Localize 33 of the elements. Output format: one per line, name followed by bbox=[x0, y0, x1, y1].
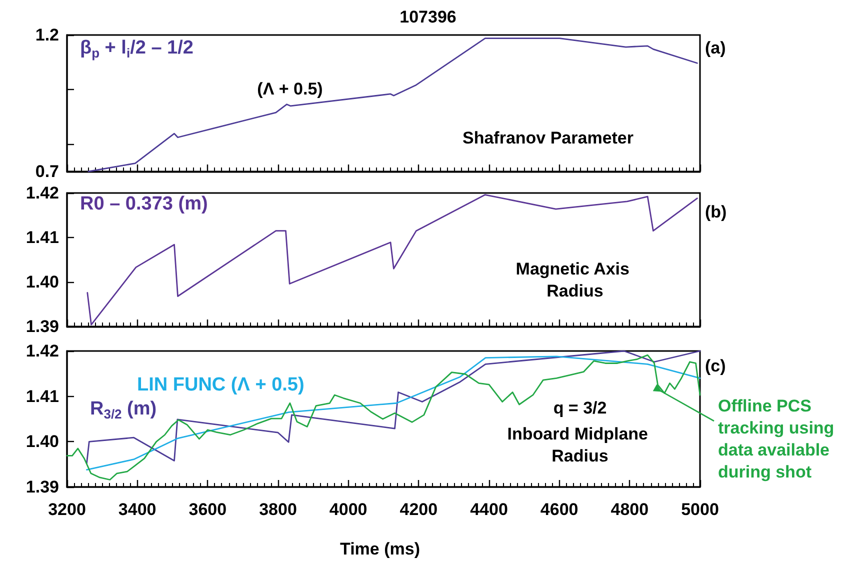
annotation: (Λ + 0.5) bbox=[257, 80, 323, 98]
annotation: Inboard Midplane Radius bbox=[507, 424, 653, 466]
x-tick-label: 4000 bbox=[329, 500, 368, 519]
y-tick-label: 1.2 bbox=[35, 26, 59, 44]
legend-label: Offline PCS tracking using data available during shot bbox=[718, 396, 839, 482]
x-tick-label: 3400 bbox=[118, 500, 156, 519]
text: (b) bbox=[705, 202, 727, 222]
series-label: LIN FUNC (Λ + 0.5) bbox=[137, 374, 304, 396]
text: (c) bbox=[705, 356, 726, 376]
annotation: q = 3/2 bbox=[553, 398, 607, 418]
y-tick-label: 1.41 bbox=[26, 228, 59, 247]
text: R0 – 0.373 (m) bbox=[80, 194, 208, 214]
y-tick-label: 1.40 bbox=[26, 272, 59, 292]
chart-title: 107396 bbox=[400, 8, 456, 26]
x-axis-title: Time (ms) bbox=[340, 540, 420, 558]
x-tick-label: 5000 bbox=[681, 500, 719, 519]
y-tick-label: 0.7 bbox=[35, 162, 59, 181]
x-tick-label: 4400 bbox=[470, 500, 508, 519]
x-tick-label: 4200 bbox=[400, 500, 438, 519]
x-tick-label: 4800 bbox=[610, 500, 649, 519]
y-tick-label: 1.41 bbox=[26, 386, 59, 406]
x-tick-label: 3200 bbox=[48, 500, 86, 519]
x-tick-label: 3800 bbox=[259, 500, 297, 519]
y-tick-label: 1.40 bbox=[26, 432, 59, 452]
annotation: Magnetic Axis Radius bbox=[516, 260, 634, 300]
y-tick-label: 1.39 bbox=[26, 317, 59, 336]
x-tick-label: 4600 bbox=[540, 500, 578, 519]
annotation: Shafranov Parameter bbox=[462, 128, 634, 148]
x-tick-label: 3600 bbox=[188, 500, 227, 519]
text: (a) bbox=[705, 38, 726, 58]
y-tick-label: 1.42 bbox=[26, 184, 59, 202]
y-tick-label: 1.39 bbox=[26, 478, 59, 496]
y-tick-label: 1.42 bbox=[26, 342, 59, 360]
